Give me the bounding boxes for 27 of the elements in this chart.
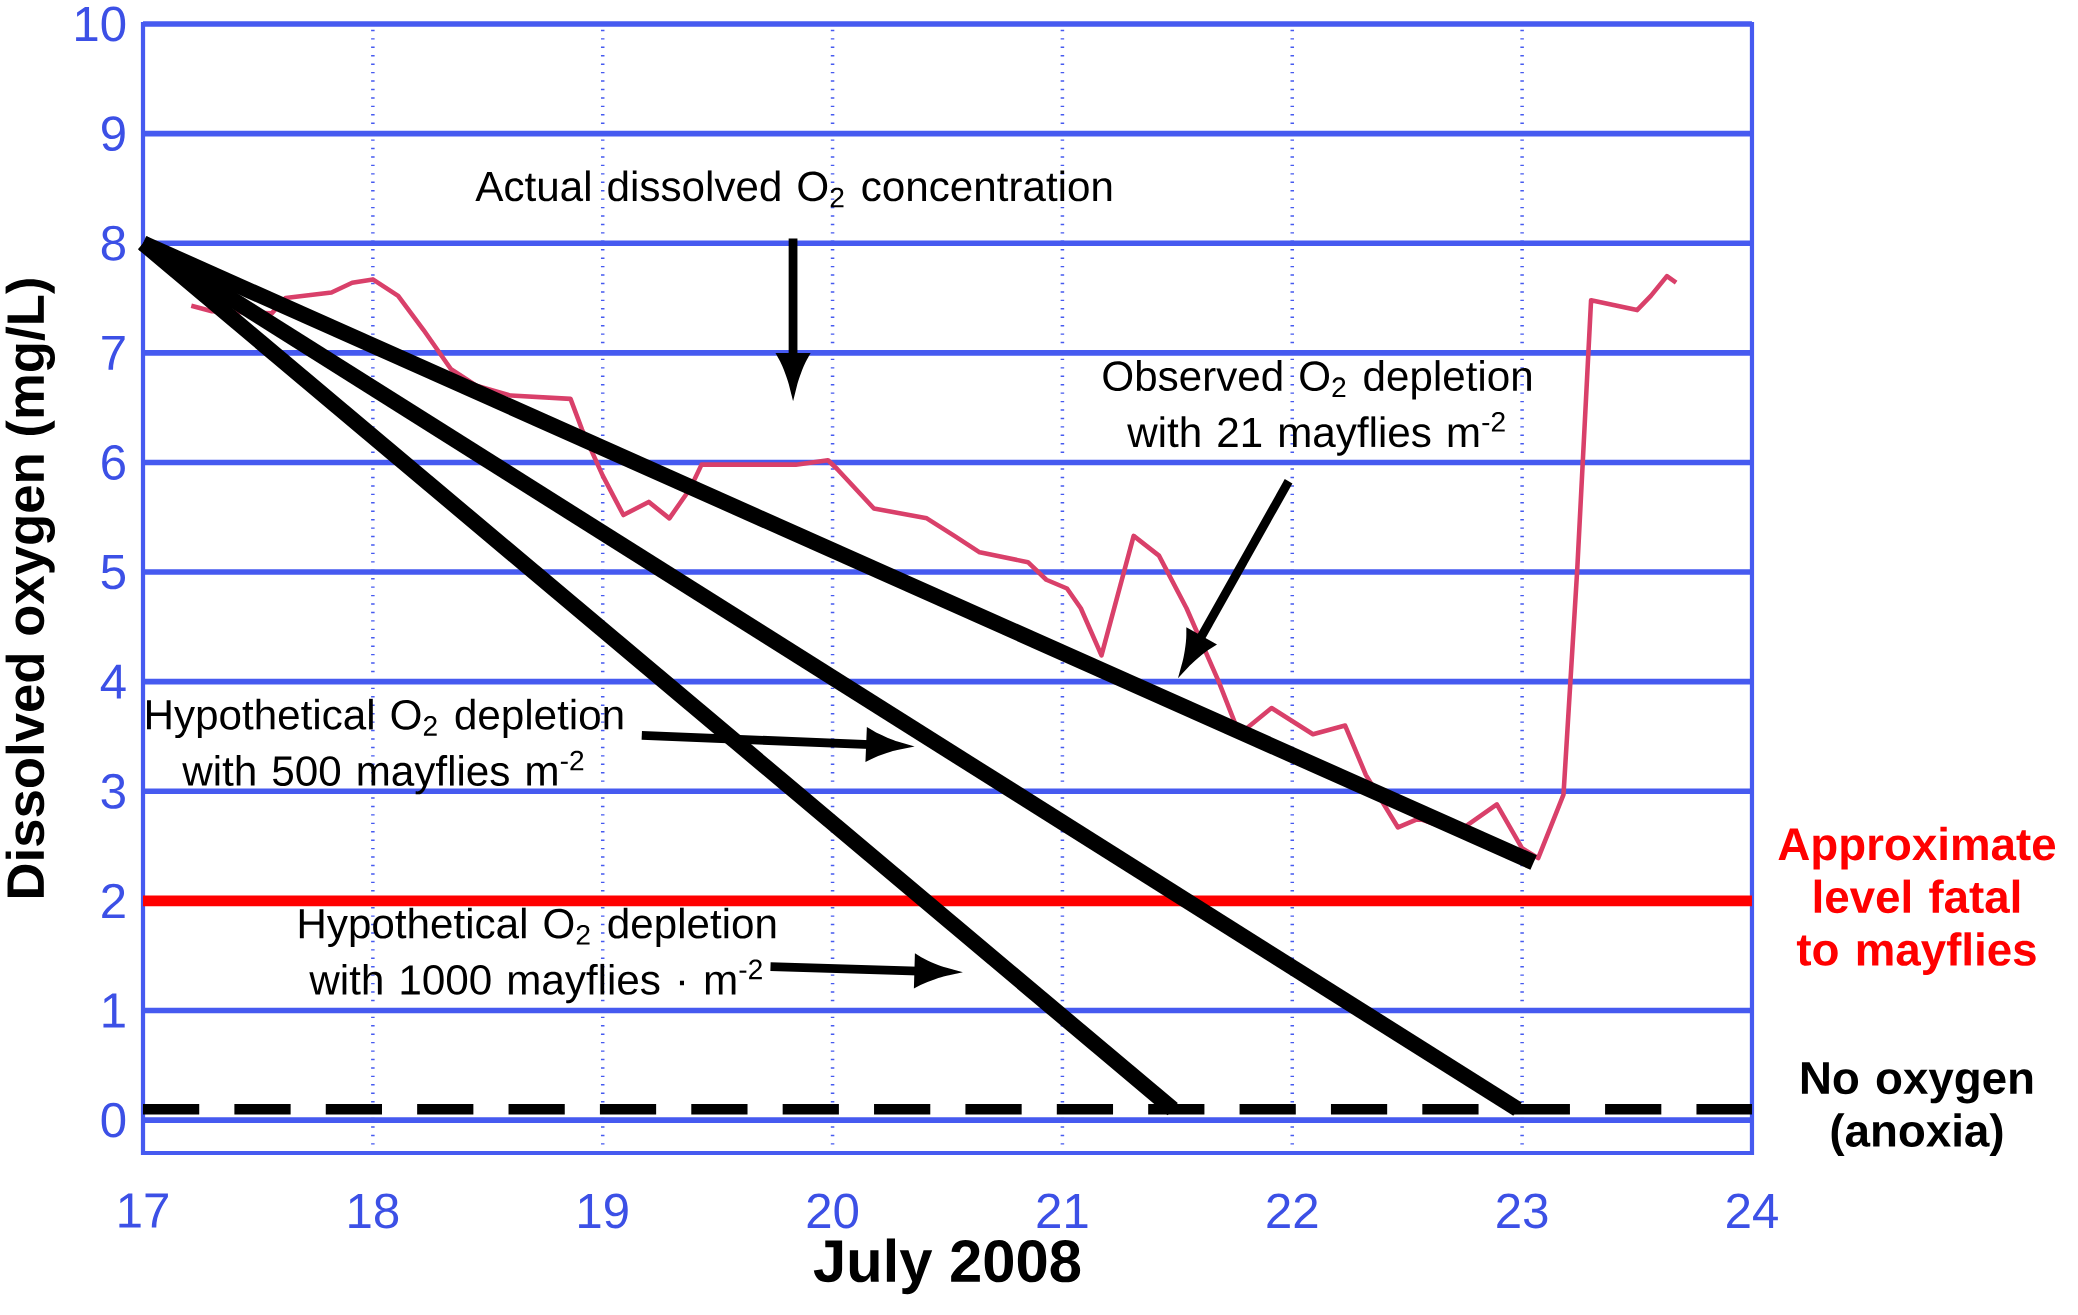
y-tick-label: 8	[101, 225, 125, 261]
y-tick-label: 1	[103, 993, 125, 1028]
ref-line-label: Approximate level fatal to mayflies	[1778, 826, 2056, 975]
annotation: Observed O$_{2}$ depletion with 21 mayflies m$^{-2}$	[1103, 360, 1531, 456]
ref-line-label: No oxygen (anoxia)	[1801, 1062, 2033, 1156]
y-tick-label: 3	[101, 773, 125, 809]
x-tick-label: 19	[579, 1193, 628, 1229]
y-tick-label: 2	[102, 883, 125, 919]
y-tick-label: 6	[102, 444, 125, 480]
x-tick-label: 18	[349, 1193, 399, 1229]
y-tick-label: 4	[100, 664, 126, 699]
y-tick-label: 5	[101, 554, 126, 590]
x-tick-label: 20	[807, 1193, 859, 1229]
annotation: Hypothetical O$_{2}$ depletion with 1000 mayflies · m$^{-2}$	[299, 907, 776, 1004]
x-tick-label: 17	[119, 1193, 168, 1228]
y-axis-title: Dissolved oxygen (mg/L)	[5, 279, 55, 897]
y-tick-label: 0	[101, 1102, 126, 1138]
x-axis-title: July 2008	[813, 1238, 1081, 1295]
y-tick-label: 10	[76, 6, 126, 42]
annotation: Actual dissolved O$_{2}$ concentration	[475, 170, 1112, 208]
y-tick-label: 9	[102, 116, 125, 152]
x-tick-label: 24	[1727, 1193, 1778, 1228]
annotation: Hypothetical O$_{2}$ depletion with 500 mayflies m$^{-2}$	[147, 698, 623, 795]
x-tick-label: 23	[1497, 1193, 1548, 1229]
y-tick-label: 7	[102, 335, 125, 370]
x-tick-label: 22	[1267, 1193, 1318, 1228]
x-tick-label: 21	[1037, 1193, 1088, 1228]
